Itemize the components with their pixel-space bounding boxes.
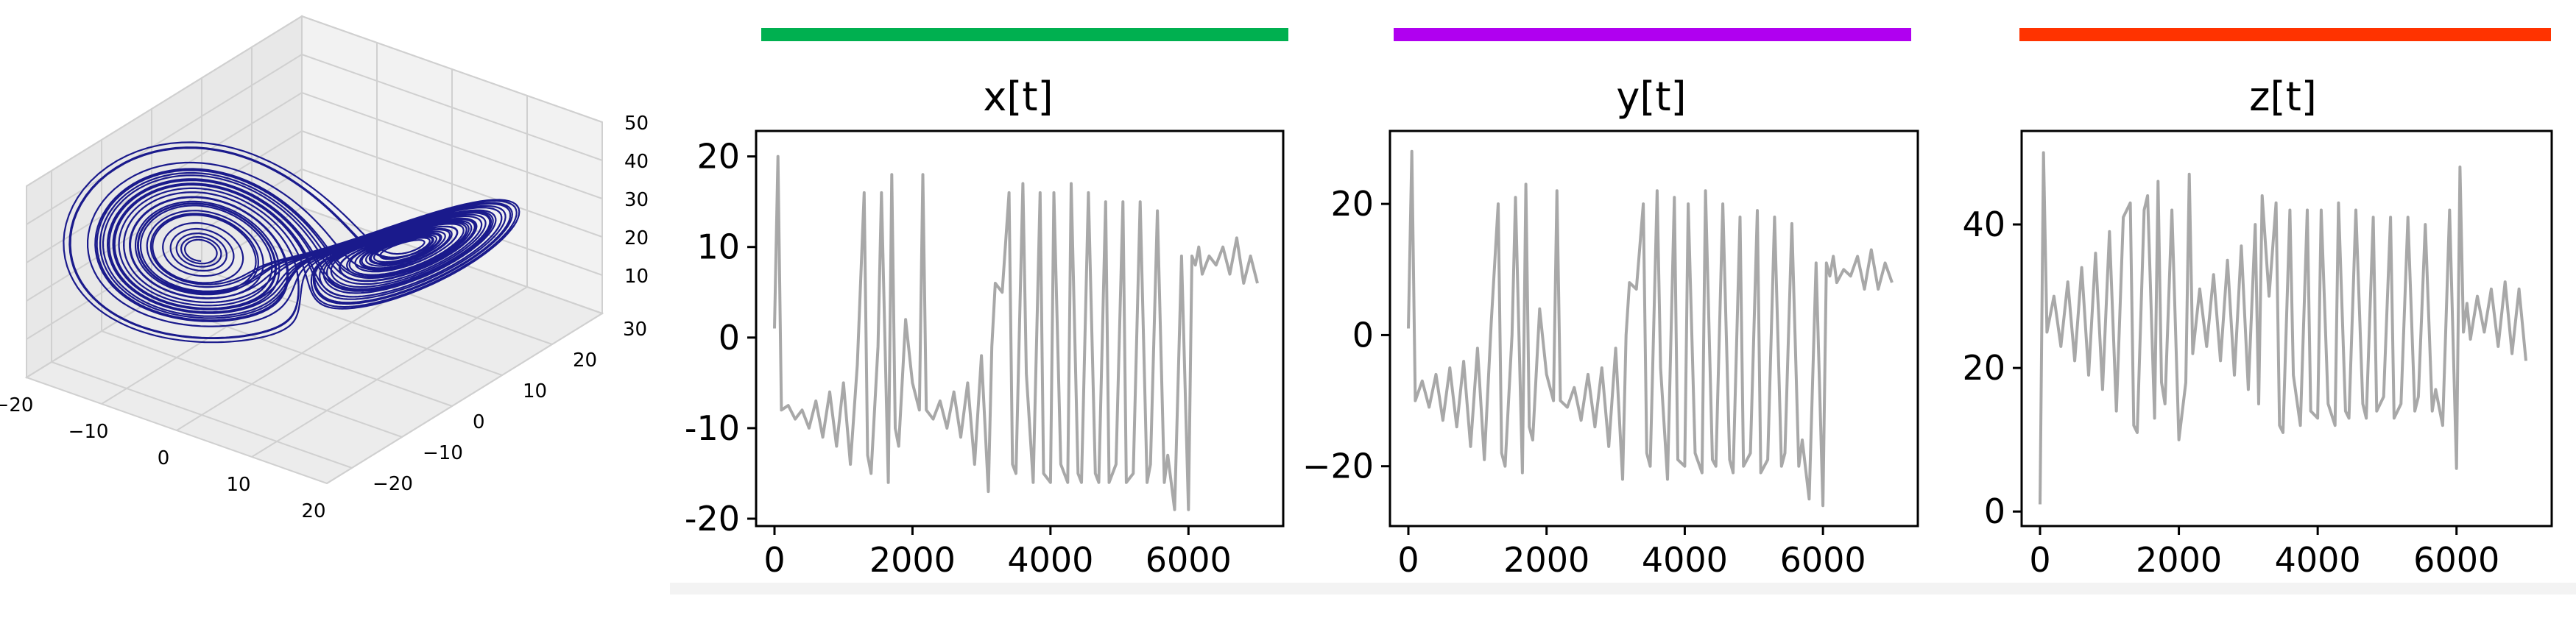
y-tick-label: -10 bbox=[685, 408, 740, 448]
floor-grid-line bbox=[101, 330, 403, 438]
y-tick-label: 40 bbox=[1962, 205, 2005, 244]
x-tick-label: 4000 bbox=[2275, 540, 2361, 580]
x-tick-label: 10 bbox=[226, 474, 250, 496]
series-line bbox=[1407, 149, 1894, 508]
back-grid-line bbox=[301, 92, 603, 199]
y-tick-label: 0 bbox=[1352, 315, 1374, 355]
x-tick-label: 0 bbox=[158, 447, 170, 469]
x-tick-label: 2000 bbox=[1503, 540, 1589, 580]
y-tick-label: 20 bbox=[1962, 348, 2005, 388]
series-line bbox=[773, 155, 1259, 511]
back-grid-line bbox=[301, 15, 603, 123]
lorenz-trajectory bbox=[63, 141, 521, 344]
z-panel-title: z[t] bbox=[2249, 74, 2317, 120]
y-tick-label: 10 bbox=[523, 380, 547, 402]
y-tick-label: -20 bbox=[685, 499, 740, 539]
y-accent-bar bbox=[1394, 28, 1911, 41]
z-tick-label: 20 bbox=[624, 227, 649, 249]
z-time-series-panel: z[t] 0 2000 4000 6000 40 20 0 bbox=[1962, 74, 2553, 580]
z-accent-bar bbox=[2019, 28, 2551, 41]
floor-grid-line bbox=[51, 361, 353, 469]
y-tick-label: −20 bbox=[373, 473, 413, 495]
y-time-series-panel: y[t] 0 2000 4000 6000 20 0 −20 bbox=[1302, 74, 1919, 580]
x-tick-label: 2000 bbox=[2136, 540, 2222, 580]
x-tick-label: 6000 bbox=[1146, 540, 1232, 580]
floor-grid-line bbox=[251, 286, 528, 458]
y-tick-label: −20 bbox=[1302, 447, 1374, 486]
z-tick-label: 50 bbox=[624, 113, 649, 135]
floor-grid-line bbox=[326, 313, 603, 484]
x-tick-label: 0 bbox=[1397, 540, 1419, 580]
left-grid-line bbox=[26, 92, 303, 263]
left-grid-line bbox=[26, 15, 303, 187]
y-panel-title: y[t] bbox=[1616, 74, 1686, 120]
back-grid-line bbox=[301, 54, 603, 161]
left-grid-line bbox=[26, 54, 303, 225]
x-time-series-panel: x[t] 0 2000 4000 6000 20 10 0 -10 -20 bbox=[685, 74, 1285, 580]
x-panel-title: x[t] bbox=[983, 74, 1053, 120]
y-tick-label: 30 bbox=[623, 319, 647, 341]
x-tick-label: 20 bbox=[301, 500, 325, 522]
lorenz-3d-plot: −20 −10 0 10 20 −20 −10 0 10 20 30 10 20 30 40 50 bbox=[0, 15, 649, 522]
z-tick-label: 30 bbox=[624, 189, 649, 211]
bottom-divider bbox=[670, 583, 2576, 594]
3d-axis-tick-labels: −20 −10 0 10 20 −20 −10 0 10 20 30 10 20 30 40 50 bbox=[0, 113, 649, 522]
back-grid-line bbox=[301, 130, 603, 238]
x-tick-label: 2000 bbox=[869, 540, 956, 580]
y-tick-label: 20 bbox=[696, 137, 740, 177]
x-tick-label: 4000 bbox=[1007, 540, 1093, 580]
x-accent-bar bbox=[761, 28, 1288, 41]
x-tick-label: 6000 bbox=[1780, 540, 1866, 580]
y-tick-label: 0 bbox=[1984, 491, 2005, 531]
x-tick-label: −10 bbox=[68, 421, 109, 443]
y-tick-label: 0 bbox=[473, 411, 485, 433]
x-tick-label: 0 bbox=[2029, 540, 2050, 580]
left-grid-line bbox=[26, 130, 303, 302]
x-tick-label: 4000 bbox=[1642, 540, 1728, 580]
y-tick-label: −10 bbox=[423, 442, 463, 464]
floor-grid-line bbox=[26, 207, 303, 378]
x-tick-label: 6000 bbox=[2413, 540, 2499, 580]
x-tick-label: 0 bbox=[763, 540, 785, 580]
series-line bbox=[2039, 151, 2527, 505]
y-tick-label: 20 bbox=[1330, 184, 1374, 224]
y-tick-label: 10 bbox=[696, 227, 740, 267]
y-tick-label: 20 bbox=[573, 349, 597, 372]
y-tick-label: 0 bbox=[719, 318, 740, 358]
x-tick-label: −20 bbox=[0, 394, 33, 416]
z-tick-label: 10 bbox=[624, 266, 649, 288]
z-tick-label: 40 bbox=[624, 151, 649, 173]
